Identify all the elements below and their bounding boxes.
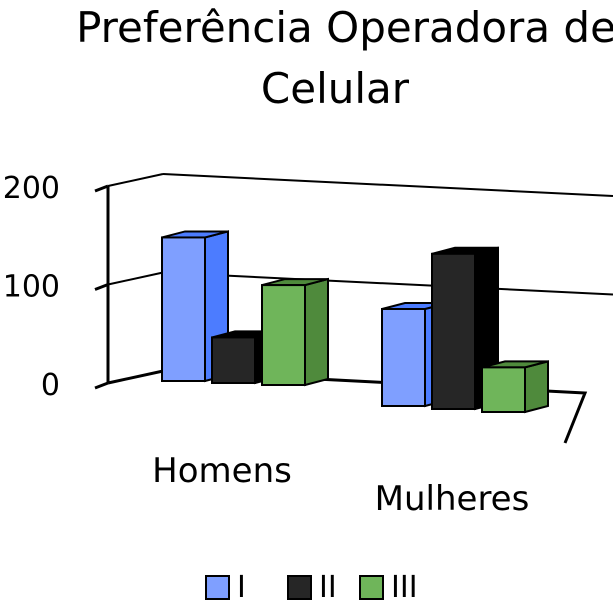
gridline-side (107, 173, 164, 187)
legend-swatch-iii (359, 575, 384, 600)
bar-mulheres-ii (431, 252, 476, 410)
legend-swatch-ii (287, 575, 312, 600)
bar-homens-ii (211, 336, 256, 385)
legend: I II III (205, 570, 418, 605)
bar-homens-i (161, 236, 206, 382)
y-axis-ticks: 0 100 200 (3, 171, 60, 403)
bar-mulheres-i (381, 308, 426, 407)
bar-homens-iii-side (304, 277, 329, 387)
category-label-mulheres: Mulheres (375, 479, 530, 519)
plot-frame (94, 173, 613, 444)
y-tick-mark (94, 184, 109, 193)
gridline-back (162, 271, 613, 296)
legend-label-iii: III (391, 570, 418, 605)
legend-label-ii: II (319, 570, 337, 605)
gridline-back (162, 173, 613, 197)
bar-mulheres-iii (481, 366, 526, 414)
category-label-homens: Homens (152, 451, 292, 491)
y-tick-label: 0 (41, 368, 60, 403)
chart-title-line-2: Celular (261, 64, 410, 113)
y-tick-label: 100 (3, 270, 60, 305)
floor (107, 369, 588, 444)
chart-title-line-1: Preferência Operadora de (76, 3, 613, 52)
y-tick-label: 200 (3, 171, 60, 206)
gridline-side (107, 271, 164, 286)
legend-label-i: I (237, 570, 246, 605)
bar-mulheres-iii-side (524, 360, 549, 414)
y-tick-mark (94, 381, 109, 390)
bar-homens-iii (261, 284, 306, 386)
y-tick-mark (94, 283, 109, 291)
legend-swatch-i (205, 575, 230, 600)
bars (161, 230, 549, 414)
